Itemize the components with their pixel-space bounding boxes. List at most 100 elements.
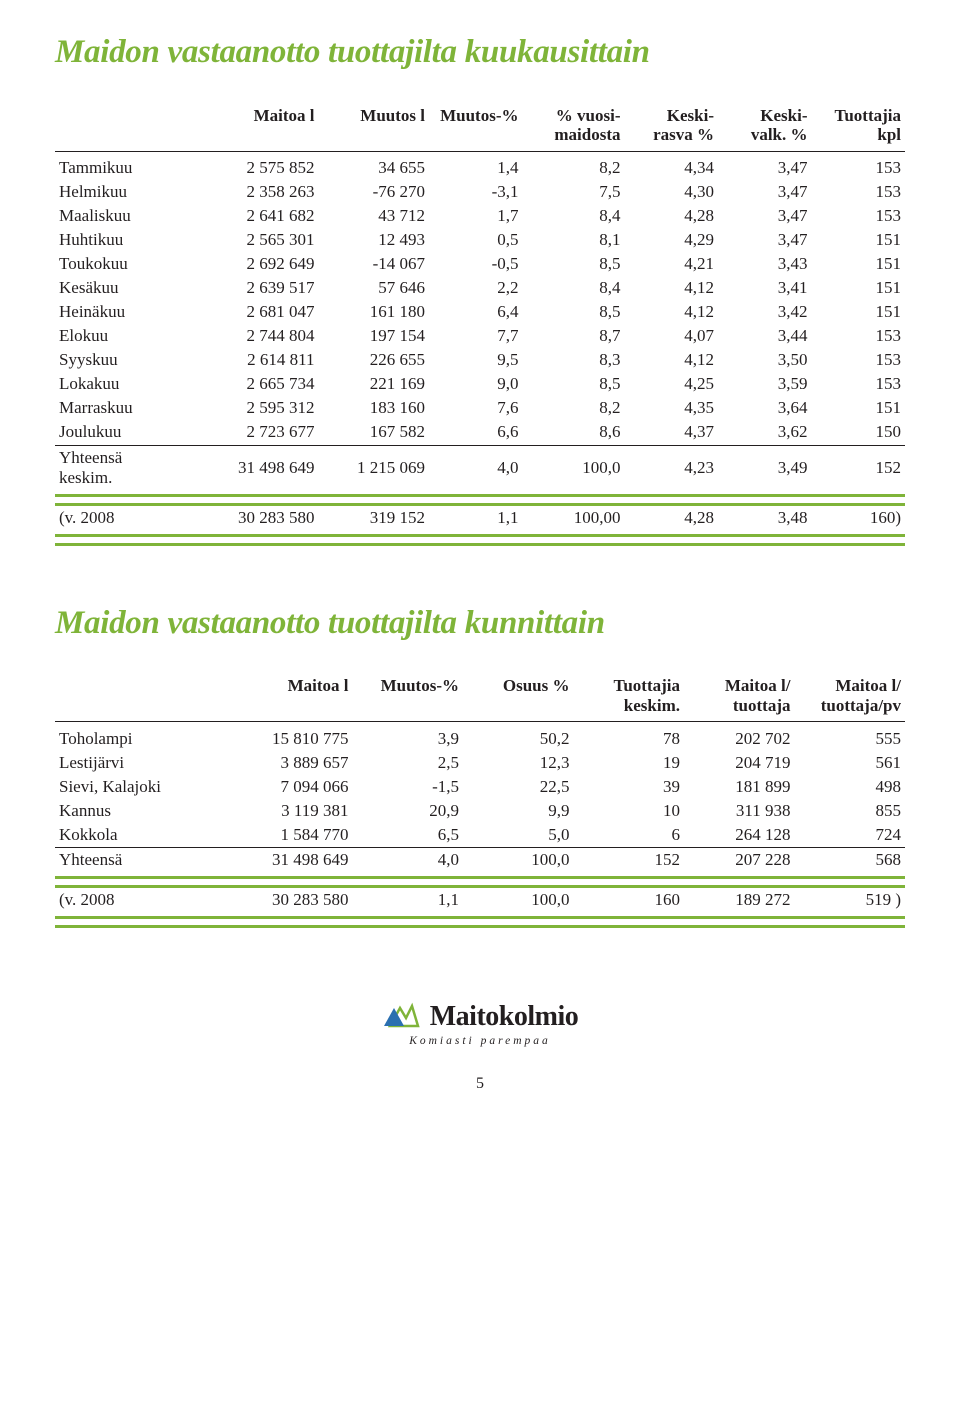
cell: 855: [795, 799, 906, 823]
monthly-table: Maitoa lMuutos lMuutos-%% vuosi-maidosta…: [55, 102, 905, 546]
cell: 3,64: [718, 396, 812, 420]
col-header: Osuus %: [463, 672, 574, 722]
cell: 3 119 381: [217, 799, 353, 823]
logo-tagline: Komiasti parempaa: [55, 1035, 905, 1047]
cell: 3 889 657: [217, 751, 353, 775]
cell: 3,59: [718, 372, 812, 396]
cell: 189 272: [684, 887, 795, 918]
cell: 8,2: [523, 396, 625, 420]
cell: 1,1: [429, 504, 523, 535]
cell: 39: [574, 775, 685, 799]
cell: 150: [812, 420, 906, 444]
data-row: Toukokuu2 692 649-14 067-0,58,54,213,431…: [55, 252, 905, 276]
cell: 204 719: [684, 751, 795, 775]
cell: 8,5: [523, 372, 625, 396]
col-header: Maitoa l: [191, 102, 319, 152]
cell: Marraskuu: [55, 396, 191, 420]
cell: 6,6: [429, 420, 523, 444]
cell: 0,5: [429, 228, 523, 252]
cell: 4,0: [353, 848, 464, 878]
cell: 1,4: [429, 152, 523, 180]
section1-title: Maidon vastaanotto tuottajilta kuukausit…: [55, 35, 905, 70]
cell: 7,5: [523, 180, 625, 204]
cell: 2 744 804: [191, 324, 319, 348]
cell: 31 498 649: [191, 445, 319, 495]
cell: Syyskuu: [55, 348, 191, 372]
data-row: Huhtikuu2 565 30112 4930,58,14,293,47151: [55, 228, 905, 252]
kunta-table: Maitoa lMuutos-%Osuus %Tuottajiakeskim.M…: [55, 672, 905, 928]
cell: Huhtikuu: [55, 228, 191, 252]
cell: 4,23: [625, 445, 719, 495]
cell: 4,0: [429, 445, 523, 495]
cell: 2 639 517: [191, 276, 319, 300]
cell: 2 723 677: [191, 420, 319, 444]
cell: 8,4: [523, 204, 625, 228]
cell: Sievi, Kalajoki: [55, 775, 217, 799]
cell: 183 160: [319, 396, 430, 420]
cell: 6,5: [353, 823, 464, 847]
cell: 4,12: [625, 348, 719, 372]
cell: 2 565 301: [191, 228, 319, 252]
cell: 151: [812, 252, 906, 276]
cell: 167 582: [319, 420, 430, 444]
data-row: Toholampi15 810 7753,950,278202 702555: [55, 723, 905, 751]
cell: 4,25: [625, 372, 719, 396]
cell: 153: [812, 180, 906, 204]
cell: Helmikuu: [55, 180, 191, 204]
cell: 9,0: [429, 372, 523, 396]
cell: 8,5: [523, 300, 625, 324]
cell: Kesäkuu: [55, 276, 191, 300]
cell: -3,1: [429, 180, 523, 204]
data-row: Sievi, Kalajoki7 094 066-1,522,539181 89…: [55, 775, 905, 799]
cell: 181 899: [684, 775, 795, 799]
logo: Maitokolmio Komiasti parempaa: [55, 998, 905, 1047]
cell: Tammikuu: [55, 152, 191, 180]
col-header: % vuosi-maidosta: [523, 102, 625, 152]
col-header: Keski-valk. %: [718, 102, 812, 152]
cell: 498: [795, 775, 906, 799]
cell: 319 152: [319, 504, 430, 535]
cell: 151: [812, 300, 906, 324]
cell: 6,4: [429, 300, 523, 324]
cell: 3,47: [718, 228, 812, 252]
data-row: Kesäkuu2 639 51757 6462,28,44,123,41151: [55, 276, 905, 300]
cell: 7,7: [429, 324, 523, 348]
cell: 100,00: [523, 504, 625, 535]
cell: 1 584 770: [217, 823, 353, 847]
cell: 3,49: [718, 445, 812, 495]
compare-label: (v. 2008: [55, 504, 191, 535]
cell: 78: [574, 723, 685, 751]
data-row: Elokuu2 744 804197 1547,78,74,073,44153: [55, 324, 905, 348]
cell: Lokakuu: [55, 372, 191, 396]
cell: 3,41: [718, 276, 812, 300]
cell: 161 180: [319, 300, 430, 324]
cell: 100,0: [463, 848, 574, 878]
cell: 4,29: [625, 228, 719, 252]
cell: Elokuu: [55, 324, 191, 348]
col-header: Tuottajiakeskim.: [574, 672, 685, 722]
cell: 264 128: [684, 823, 795, 847]
cell: -14 067: [319, 252, 430, 276]
cell: 9,9: [463, 799, 574, 823]
cell: 9,5: [429, 348, 523, 372]
cell: 153: [812, 372, 906, 396]
cell: 1,1: [353, 887, 464, 918]
cell: 4,28: [625, 504, 719, 535]
cell: 2 595 312: [191, 396, 319, 420]
cell: 3,48: [718, 504, 812, 535]
cell: 7,6: [429, 396, 523, 420]
cell: 7 094 066: [217, 775, 353, 799]
cell: 57 646: [319, 276, 430, 300]
cell: -0,5: [429, 252, 523, 276]
cell: 4,12: [625, 300, 719, 324]
cell: 12,3: [463, 751, 574, 775]
cell: 3,9: [353, 723, 464, 751]
data-row: Maaliskuu2 641 68243 7121,78,44,283,4715…: [55, 204, 905, 228]
col-header: [55, 672, 217, 722]
cell: 197 154: [319, 324, 430, 348]
col-header: Maitoa l: [217, 672, 353, 722]
cell: 202 702: [684, 723, 795, 751]
data-row: Tammikuu2 575 85234 6551,48,24,343,47153: [55, 152, 905, 180]
cell: 3,43: [718, 252, 812, 276]
data-row: Heinäkuu2 681 047161 1806,48,54,123,4215…: [55, 300, 905, 324]
